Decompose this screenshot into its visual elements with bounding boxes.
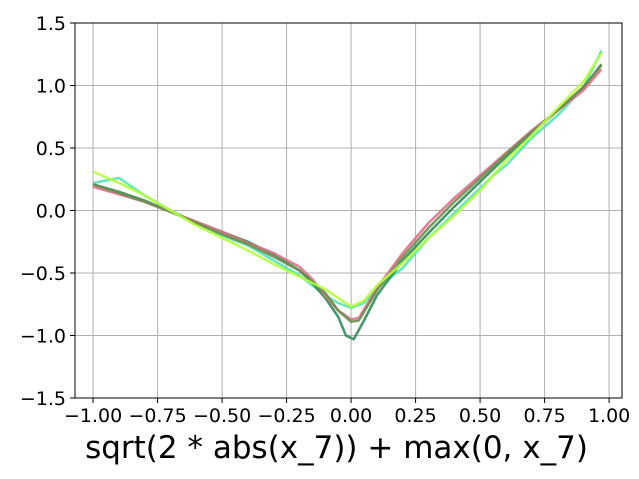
grid (75, 22, 622, 399)
x-axis-label: sqrt(2 * abs(x_7)) + max(0, x_7) (85, 430, 588, 466)
x-tick-label: −0.25 (257, 405, 315, 427)
series-line-2 (92, 63, 603, 341)
series-line-4 (92, 64, 603, 324)
x-tick-label: −1.00 (64, 405, 122, 427)
series-line-3 (92, 68, 603, 321)
axis-ticks: −1.00 −0.75 −0.50 −0.25 0.00 0.25 0.50 0.75 1.00… (20, 13, 630, 427)
x-tick-label: 0.25 (394, 405, 436, 427)
y-tick-label: −0.5 (20, 263, 66, 285)
y-tick-label: 1.0 (36, 76, 66, 98)
y-tick-label: −1.0 (20, 326, 66, 348)
x-tick-label: 0.50 (459, 405, 501, 427)
x-tick-label: 0.75 (523, 405, 565, 427)
y-tick-label: 0.5 (36, 138, 66, 160)
y-tick-label: −1.5 (20, 388, 66, 410)
y-tick-label: 0.0 (36, 201, 66, 223)
series-line-1 (92, 49, 603, 310)
series-lines (92, 49, 603, 341)
series-line-5 (92, 52, 603, 309)
x-tick-label: −0.50 (193, 405, 251, 427)
x-tick-label: −0.75 (128, 405, 186, 427)
y-tick-label: 1.5 (36, 13, 66, 35)
x-tick-label: 1.00 (588, 405, 630, 427)
x-tick-label: 0.00 (330, 405, 372, 427)
